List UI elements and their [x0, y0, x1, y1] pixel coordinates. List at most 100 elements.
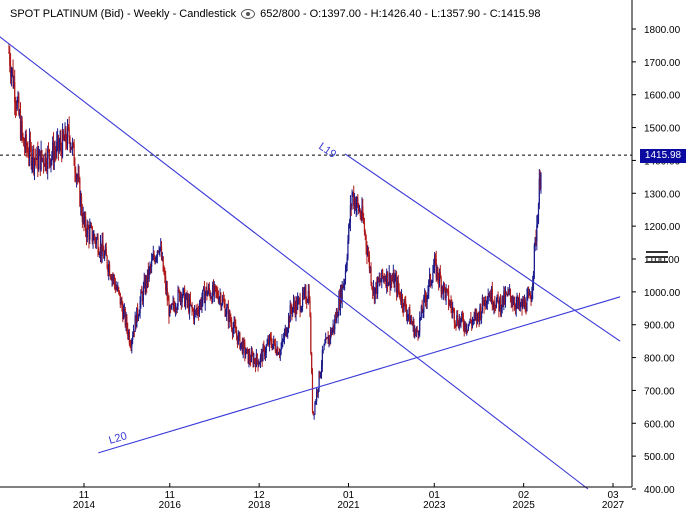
- candle-body: [163, 270, 165, 274]
- candle-body: [140, 291, 142, 302]
- candle-body: [184, 298, 187, 307]
- candle-body: [447, 289, 449, 291]
- candle-body: [92, 239, 94, 242]
- candle-body: [66, 142, 68, 146]
- candle-body: [355, 205, 357, 210]
- candle-body: [85, 216, 87, 232]
- candle-body: [438, 277, 440, 283]
- candle-body: [453, 309, 455, 323]
- candle-body: [337, 315, 339, 318]
- candle-body: [134, 316, 136, 332]
- candle-body: [225, 313, 227, 316]
- candle-body: [131, 339, 133, 347]
- candle-body: [376, 282, 378, 294]
- candle-body: [132, 330, 135, 337]
- candle-body: [170, 306, 172, 309]
- candle-body: [397, 281, 399, 290]
- candle-body: [503, 291, 505, 305]
- candle-body: [104, 253, 106, 259]
- candle-body: [283, 339, 285, 341]
- candle-body: [489, 295, 491, 298]
- hamburger-menu-icon[interactable]: [646, 248, 668, 266]
- candle-body: [326, 337, 328, 339]
- candle-body: [151, 259, 154, 261]
- candle-body: [137, 316, 140, 318]
- candle-body: [138, 313, 140, 317]
- candle-body: [292, 307, 294, 314]
- candle-body: [498, 300, 500, 311]
- candle-body: [28, 138, 31, 157]
- candle-body: [244, 343, 246, 355]
- candle-body: [381, 269, 384, 278]
- candle-body: [231, 322, 233, 330]
- candle-body: [303, 291, 305, 296]
- y-tick-label: 900.00: [644, 321, 675, 332]
- candle-body: [450, 301, 452, 307]
- candle-body: [149, 266, 151, 268]
- candle-body: [110, 276, 112, 280]
- candle-body: [230, 320, 232, 323]
- candle-body: [488, 296, 490, 298]
- candle-body: [356, 198, 358, 206]
- candle-body: [212, 285, 215, 295]
- candle-body: [216, 291, 218, 292]
- candle-body: [394, 278, 396, 288]
- candle-body: [372, 287, 374, 292]
- candle-body: [328, 336, 330, 344]
- candle-body: [58, 145, 60, 150]
- candle-body: [37, 149, 39, 170]
- candle-body: [320, 365, 323, 373]
- candle-body: [49, 158, 51, 166]
- trendline-label: L20: [107, 430, 128, 447]
- candle-body: [424, 295, 427, 300]
- candle-body: [80, 196, 83, 214]
- y-tick-label: 500.00: [644, 452, 675, 463]
- candle-body: [151, 260, 153, 267]
- candle-body: [396, 281, 399, 294]
- candle-body: [61, 130, 64, 157]
- candle-body: [466, 329, 469, 331]
- candle-body: [169, 306, 171, 317]
- candle-body: [176, 305, 178, 310]
- candle-body: [79, 178, 81, 206]
- candle-body: [314, 403, 316, 414]
- x-tick-year: 2025: [513, 500, 536, 510]
- candle-body: [263, 346, 265, 348]
- candle-body: [126, 316, 128, 329]
- candle-body: [420, 306, 422, 318]
- candle-body: [524, 299, 526, 310]
- candle-body: [277, 347, 279, 355]
- candle-body: [367, 253, 370, 255]
- candle-body: [170, 304, 173, 309]
- candle-body: [167, 300, 169, 301]
- candle-body: [339, 296, 341, 309]
- x-tick-year: 2016: [159, 500, 182, 510]
- candle-body: [22, 134, 24, 139]
- eye-icon[interactable]: [241, 9, 256, 19]
- candle-body: [30, 145, 32, 166]
- candle-body: [94, 235, 96, 240]
- candle-body: [354, 198, 356, 210]
- candle-body: [89, 227, 91, 240]
- candle-body: [61, 147, 63, 157]
- x-tick-month: 01: [429, 490, 441, 501]
- candle-body: [188, 299, 190, 313]
- candle-body: [532, 271, 535, 284]
- candle-body: [389, 273, 391, 288]
- candle-body: [347, 240, 349, 259]
- candle-body: [415, 329, 418, 332]
- candle-body: [294, 306, 296, 315]
- candle-body: [470, 319, 472, 322]
- candle-body: [226, 307, 228, 314]
- candle-body: [344, 281, 346, 283]
- candle-body: [42, 158, 44, 160]
- candle-body: [480, 311, 483, 319]
- candle-body: [323, 344, 325, 350]
- candle-body: [90, 225, 93, 227]
- candle-body: [121, 299, 123, 308]
- candle-body: [273, 339, 276, 345]
- candle-body: [405, 301, 407, 311]
- candle-body: [141, 293, 144, 301]
- candle-body: [290, 305, 292, 310]
